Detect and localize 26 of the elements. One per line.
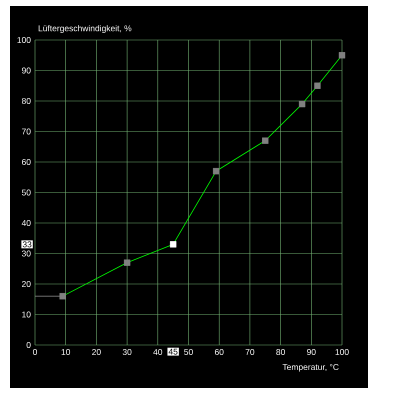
y-tick-label: 60 <box>22 159 31 165</box>
y-tick-label: 80 <box>22 98 31 104</box>
x-tick-label: 60 <box>214 349 224 356</box>
x-tick-label: 0 <box>32 349 38 356</box>
y-tick-label: 100 <box>17 37 31 43</box>
x-tick-label: 90 <box>306 349 316 356</box>
x-tick-label: 20 <box>92 349 101 356</box>
x-tick-label: 40 <box>153 349 162 356</box>
y-tick-label: 40 <box>22 220 31 226</box>
x-tick-label: 100 <box>336 349 349 356</box>
x-tick-label: 50 <box>184 349 193 356</box>
x-tick-label: 70 <box>246 349 254 356</box>
y-tick-label: 0 <box>26 342 31 348</box>
y-tick-label: 20 <box>22 281 31 287</box>
x-tick-label: 80 <box>276 349 285 356</box>
x-axis-title: Temperatur, °C <box>282 364 339 372</box>
x-tick-label: 10 <box>62 349 70 356</box>
y-tick-label: 90 <box>22 68 31 74</box>
y-axis-title: Lüftergeschwindigkeit, % <box>38 25 132 33</box>
y-tick-label: 50 <box>22 190 31 196</box>
annotation: 33 <box>22 241 32 248</box>
annotation: 45 <box>168 348 178 355</box>
y-tick-label: 30 <box>22 250 31 256</box>
y-tick-label: 70 <box>22 128 31 134</box>
y-tick-label: 10 <box>22 312 31 318</box>
x-tick-label: 30 <box>122 349 132 356</box>
